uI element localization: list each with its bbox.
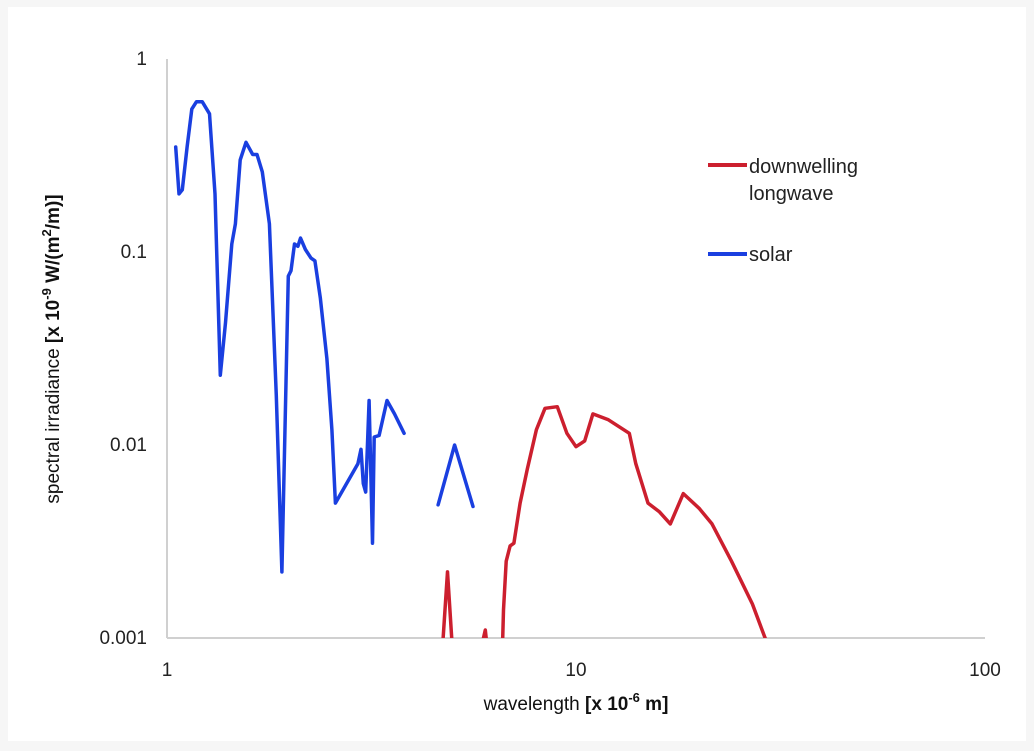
legend-item-solar: solar: [708, 244, 793, 266]
axes: [166, 59, 985, 639]
y-tick-label: 0.001: [99, 628, 147, 649]
x-tick-label: 1: [162, 660, 173, 681]
series-line-solar: [436, 443, 475, 509]
legend: downwelling longwave solar: [708, 156, 858, 266]
legend-label-downwelling: downwelling: [749, 156, 858, 178]
x-tick-labels: 1 10 100: [162, 660, 1001, 681]
y-tick-label: 0.01: [110, 435, 147, 456]
y-tick-label: 0.1: [121, 242, 147, 263]
y-tick-label: 1: [136, 49, 147, 70]
chart-panel: 1 0.1 0.01 0.001 1 10 100 wavelength [x 10-6 …: [8, 7, 1026, 741]
legend-item-downwelling-longwave: downwelling longwave: [708, 156, 858, 205]
series-layer: [173, 100, 767, 638]
legend-label-longwave: longwave: [749, 183, 834, 205]
series-line-downwelling-longwave: [441, 570, 454, 638]
x-tick-label: 10: [565, 660, 586, 681]
series-line-solar: [173, 100, 406, 574]
y-tick-labels: 1 0.1 0.01 0.001: [99, 49, 147, 649]
y-axis-title: spectral irradiance [x 10-9 W/(m2/m)]: [39, 194, 64, 503]
x-tick-label: 100: [969, 660, 1001, 681]
legend-label-solar: solar: [749, 244, 793, 266]
series-line-downwelling-longwave: [481, 628, 488, 638]
x-axis-title: wavelength [x 10-6 m]: [483, 690, 669, 715]
series-line-downwelling-longwave: [500, 404, 767, 638]
chart-svg: 1 0.1 0.01 0.001 1 10 100 wavelength [x 10-6 …: [39, 49, 1001, 715]
